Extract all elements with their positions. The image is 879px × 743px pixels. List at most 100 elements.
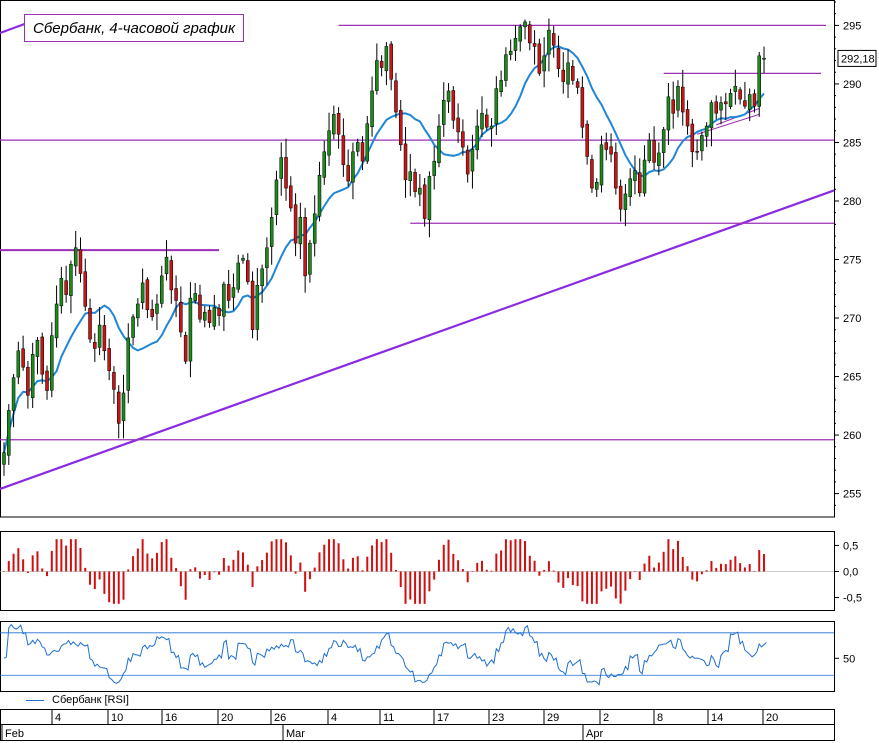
candle-body	[212, 307, 217, 327]
day-tick-label: 8	[657, 712, 663, 724]
oscillator-bar	[471, 571, 474, 572]
day-tick-label: 11	[383, 712, 394, 724]
candle-body	[116, 391, 121, 424]
candle-body	[384, 46, 389, 72]
oscillator-bar	[428, 571, 431, 592]
oscillator-bar	[347, 568, 350, 572]
oscillator-bar	[676, 540, 679, 572]
oscillator-bar	[55, 539, 58, 572]
oscillator-bar	[227, 565, 230, 572]
oscillator-bar	[213, 571, 216, 573]
day-tick-label: 20	[766, 712, 778, 724]
candle-body	[561, 69, 566, 82]
candle-body	[403, 143, 408, 181]
oscillator-bar	[743, 567, 746, 572]
oscillator-bar	[304, 571, 307, 592]
candle-body	[255, 285, 260, 330]
oscillator-bar	[12, 553, 15, 572]
candle-body	[389, 43, 393, 80]
candle-body	[279, 157, 283, 179]
oscillator-bar	[562, 571, 565, 588]
candle-body	[183, 335, 188, 362]
candle-body	[155, 303, 159, 314]
oscillator-bar	[270, 541, 273, 572]
price-tick-label: 280	[843, 196, 861, 208]
candle-body	[442, 100, 446, 125]
candle-body	[351, 151, 355, 183]
day-tick-label: 29	[547, 712, 559, 724]
candle-body	[738, 89, 742, 100]
rsi-legend-label: Сбербанк [RSI]	[52, 694, 129, 706]
oscillator-bar	[696, 571, 699, 582]
candle-body	[193, 293, 197, 301]
oscillator-bar	[720, 563, 722, 572]
candle-body	[590, 159, 594, 189]
candle-body	[121, 392, 126, 422]
oscillator-bar	[447, 539, 450, 572]
candle-body	[231, 287, 236, 298]
oscillator-bar	[361, 570, 364, 572]
oscillator-bar	[189, 569, 192, 572]
oscillator-bar	[294, 571, 297, 574]
moving-average-line	[3, 45, 765, 453]
oscillator-bar	[724, 564, 727, 572]
candle-body	[422, 184, 427, 219]
candle-body	[666, 96, 671, 131]
candle-body	[88, 308, 92, 340]
candle-body	[375, 60, 379, 91]
candle-body	[609, 146, 613, 155]
oscillator-bar	[547, 561, 550, 572]
oscillator-bar	[3, 571, 5, 572]
candle-body	[642, 159, 647, 194]
candle-body	[719, 102, 723, 111]
candle-body	[637, 172, 642, 194]
oscillator-bar	[672, 549, 675, 572]
candle-body	[566, 62, 570, 85]
candle-body	[556, 48, 561, 69]
oscillator-bar	[452, 553, 455, 572]
oscillator-bar	[36, 551, 39, 572]
candle-body	[465, 149, 470, 175]
candle-body	[93, 342, 97, 349]
rsi-tick-label: 50	[843, 653, 855, 665]
oscillator-bar	[356, 556, 359, 572]
candle-body	[661, 129, 666, 153]
candle-body	[217, 307, 221, 316]
oscillator-bar	[600, 571, 603, 592]
oscillator-bar	[557, 571, 560, 583]
candle-body	[26, 366, 30, 396]
candle-body	[73, 247, 78, 267]
oscillator-bar	[160, 542, 163, 572]
rsi-legend: Сбербанк [RSI]	[4, 691, 129, 709]
candle-body	[647, 139, 652, 161]
candle-body	[437, 125, 441, 164]
candle-body	[303, 217, 307, 277]
candle-body	[408, 171, 413, 181]
oscillator-bar	[366, 556, 369, 572]
candle-body	[112, 372, 116, 390]
candle-body	[695, 151, 699, 153]
candle-body	[346, 165, 350, 182]
day-tick-label: 23	[492, 712, 504, 724]
candle-body	[676, 86, 680, 111]
oscillator-bar	[691, 571, 694, 580]
oscillator-bar	[567, 571, 570, 579]
oscillator-bar	[409, 571, 412, 600]
candle-body	[54, 303, 59, 339]
candle-body	[724, 101, 728, 105]
oscillator-bar	[98, 571, 101, 580]
oscillator-panel-frame	[0, 531, 835, 611]
day-tick-label: 14	[711, 712, 723, 724]
candle-body	[394, 80, 398, 113]
oscillator-bar	[610, 571, 613, 587]
oscillator-bar	[127, 569, 130, 572]
candle-body	[174, 288, 178, 301]
candle-body	[150, 308, 154, 318]
price-tick-label: 260	[843, 430, 861, 442]
day-tick-label: 4	[55, 712, 61, 724]
candle-body	[480, 112, 484, 130]
oscillator-bar	[705, 570, 708, 572]
candle-body	[704, 125, 709, 137]
candle-body	[461, 131, 465, 148]
oscillator-bar	[242, 552, 244, 572]
